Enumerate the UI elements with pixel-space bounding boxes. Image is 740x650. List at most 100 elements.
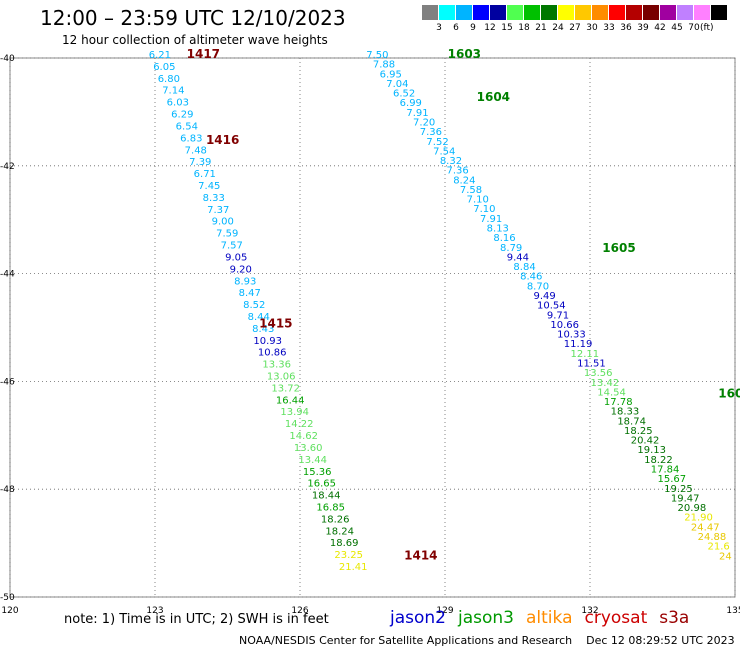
wave-height-label: 8.32 [440,156,462,167]
wave-height-label: 8.33 [203,193,225,204]
wave-height-label: 14.22 [285,419,314,430]
color-scale-label: 12 [484,23,496,33]
y-tick-label: -42 [0,162,15,172]
color-scale-label: 30 [586,23,598,33]
pass-number-label: 1417 [187,47,220,61]
wave-height-label: 8.44 [248,312,270,323]
color-swatch [643,5,659,20]
wave-height-label: 10.33 [557,330,586,341]
wave-height-label: 7.10 [473,204,495,215]
wave-height-label: 7.45 [198,181,220,192]
legend-entry-altika: altika [526,608,573,628]
pass-number-label: 1416 [206,133,239,147]
color-swatch [507,5,523,20]
wave-height-label: 18.22 [644,455,673,466]
wave-height-label: 19.47 [671,493,700,504]
credit-line: NOAA/NESDIS Center for Satellite Applica… [239,634,735,647]
wave-height-label: 18.25 [624,426,653,437]
wave-height-label: 8.16 [493,233,515,244]
wave-height-label: 7.52 [426,137,448,148]
legend-entry-cryosat: cryosat [584,608,648,628]
wave-height-label: 6.52 [393,89,415,100]
wave-height-label: 13.72 [271,383,300,394]
color-scale-label: 39 [637,23,649,33]
x-tick-label: 126 [291,606,308,616]
y-tick-label: -48 [0,485,15,495]
wave-height-label: 17.78 [604,397,633,408]
wave-height-label: 7.39 [189,157,211,168]
color-swatch [609,5,625,20]
x-tick-label: 132 [581,606,598,616]
wave-height-label: 7.48 [185,145,207,156]
wave-height-label: 7.88 [373,60,395,71]
color-swatch [626,5,642,20]
wave-height-label: 12.11 [570,349,599,360]
wave-height-label: 19.25 [664,484,693,495]
wave-height-label: 8.43 [252,324,274,335]
chart-subtitle: 12 hour collection of altimeter wave hei… [62,33,328,47]
wave-height-label: 6.95 [380,69,402,80]
pass-number-label: 1414 [404,548,437,562]
wave-height-label: 18.26 [321,514,350,525]
wave-height-label: 13.56 [584,368,613,379]
color-swatch [592,5,608,20]
wave-height-label: 13.60 [294,443,323,454]
wave-height-label: 6.83 [180,133,202,144]
wave-height-label: 7.37 [207,205,229,216]
wave-height-label: 24 [719,551,732,562]
color-scale-label: 3 [436,23,442,33]
wave-height-label: 21.6 [708,542,730,553]
wave-height-label: 18.24 [325,526,354,537]
color-swatch [524,5,540,20]
wave-height-label: 9.71 [547,310,569,321]
wave-height-label: 14.54 [597,387,626,398]
chart-title: 12:00 – 23:59 UTC 12/10/2023 [40,6,346,30]
color-swatch [541,5,557,20]
wave-height-label: 7.50 [366,50,388,61]
wave-height-label: 10.66 [550,320,579,331]
wave-height-label: 19.13 [637,445,666,456]
wave-height-label: 7.91 [406,108,428,119]
pass-number-label: 1604 [477,90,510,104]
plot-frame [9,57,736,598]
wave-height-label: 7.04 [386,79,408,90]
wave-height-label: 7.14 [162,86,184,97]
wave-height-label: 6.05 [153,62,175,73]
wave-height-label: 15.36 [303,467,332,478]
legend-entry-jason3: jason3 [458,608,514,628]
pass-number-label: 1605 [602,241,635,255]
wave-height-label: 6.80 [158,74,180,85]
wave-height-label: 8.70 [527,281,549,292]
wave-height-label: 6.29 [171,110,193,121]
wave-height-label: 13.36 [262,360,291,371]
color-swatch [711,5,727,20]
color-swatch [575,5,591,20]
pass-number-label: 1603 [448,47,481,61]
wave-height-label: 20.42 [631,436,660,447]
wave-height-label: 17.84 [651,465,680,476]
wave-height-label: 21.90 [684,513,713,524]
wave-height-label: 8.52 [243,300,265,311]
wave-height-label: 7.54 [433,146,455,157]
wave-height-label: 15.67 [657,474,686,485]
color-scale-label: 33 [603,23,615,33]
wave-height-label: 7.10 [467,195,489,206]
wave-height-label: 9.00 [212,217,234,228]
wave-height-label: 16.65 [307,479,336,490]
wave-height-label: 8.93 [234,276,256,287]
wave-height-label: 18.44 [312,491,341,502]
wave-height-label: 24.47 [691,522,720,533]
pass-number-label: 1606 [718,387,740,401]
color-scale-label: 70 [688,23,700,33]
y-tick-label: -40 [0,54,15,64]
color-scale-label: 42 [654,23,666,33]
y-tick-label: -46 [0,377,15,387]
wave-height-label: 7.36 [420,127,442,138]
color-swatch [660,5,676,20]
wave-height-label: 8.24 [453,175,475,186]
wave-height-label: 7.20 [413,117,435,128]
wave-height-label: 8.13 [487,224,509,235]
y-tick-label: -50 [0,593,15,603]
color-scale-label: 27 [569,23,581,33]
